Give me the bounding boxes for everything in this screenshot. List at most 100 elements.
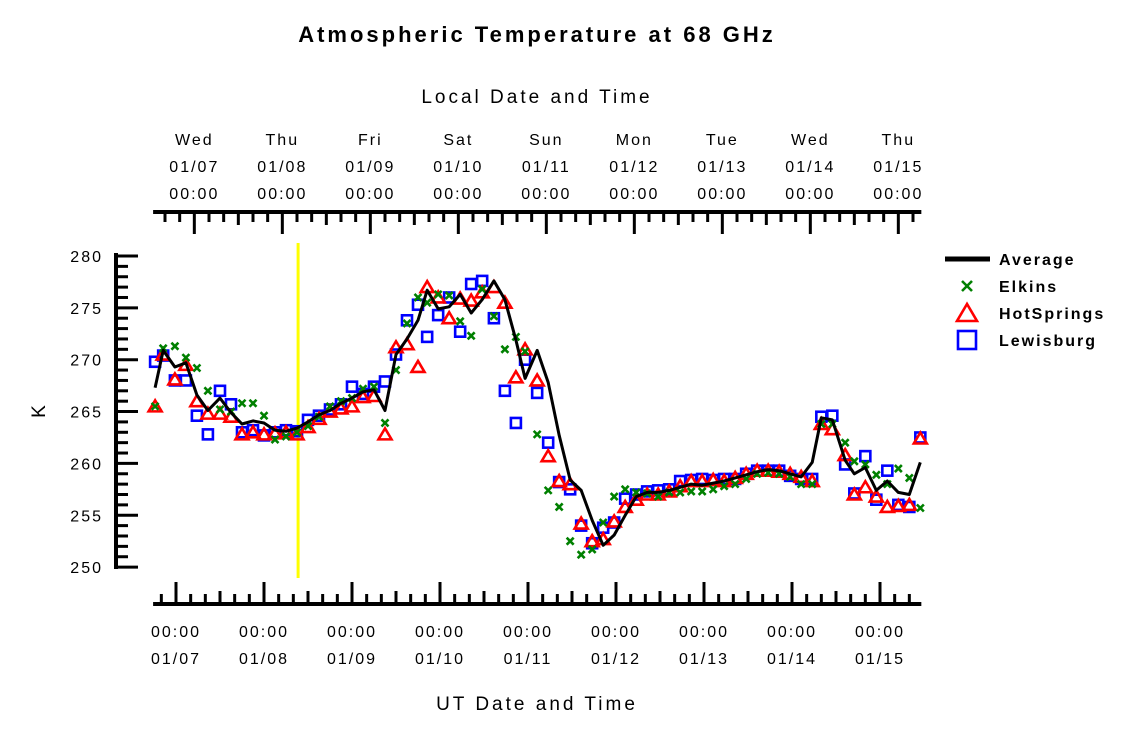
lewisburg-point <box>442 291 456 304</box>
x-stroke <box>466 331 476 341</box>
x-stroke <box>500 344 510 354</box>
elkins-point <box>455 316 465 326</box>
top-tick-time: 00:00 <box>697 186 747 203</box>
elkins-point <box>181 353 191 363</box>
top-tick-time: 00:00 <box>433 186 483 203</box>
x-stroke <box>303 421 313 431</box>
x-stroke <box>576 550 586 560</box>
top-tick-date: 01/15 <box>873 159 923 176</box>
x-tick-time: 00:00 <box>679 624 729 641</box>
x-stroke <box>653 492 663 502</box>
top-tick-date: 01/13 <box>697 159 747 176</box>
elkins-point <box>697 486 707 496</box>
x-tick-time: 00:00 <box>855 624 905 641</box>
hotsprings-point <box>845 485 864 501</box>
hotsprings-point <box>889 497 908 513</box>
x-stroke <box>554 502 564 512</box>
x-tick-date: 01/07 <box>151 651 201 668</box>
elkins-point <box>849 456 859 466</box>
legend-triangle-icon <box>954 301 980 323</box>
x-stroke <box>598 518 608 527</box>
x-stroke <box>893 464 903 474</box>
elkins-point <box>730 479 740 489</box>
top-tick-time: 00:00 <box>785 186 835 203</box>
elkins-point <box>150 401 160 411</box>
elkins-point <box>466 331 476 341</box>
hotsprings-point <box>146 397 164 413</box>
legend-label: Elkins <box>999 279 1058 296</box>
elkins-point <box>215 405 225 414</box>
x-stroke <box>741 474 751 484</box>
axes: 250 255 260 265 270 275 280 00:00 01/07 00:00 01/0… <box>70 132 923 668</box>
x-stroke <box>192 363 202 373</box>
hotsprings-point <box>528 371 546 387</box>
x-tick-date: 01/10 <box>415 651 465 668</box>
elkins-point <box>380 418 390 428</box>
plot-marks <box>146 243 930 578</box>
x-stroke <box>609 492 619 502</box>
legend-label: Lewisburg <box>999 333 1097 350</box>
elkins-point <box>500 344 510 354</box>
elkins-point <box>807 479 817 489</box>
x-stroke <box>730 479 740 489</box>
top-tick-day: Wed <box>791 132 830 149</box>
top-tick-day: Sun <box>529 132 563 149</box>
hotsprings-point <box>354 388 372 404</box>
elkins-point <box>587 545 597 554</box>
y-tick-label: 260 <box>70 456 103 473</box>
elkins-point <box>653 492 663 502</box>
hotsprings-point <box>299 418 317 434</box>
hotsprings-point <box>409 358 427 374</box>
elkins-point <box>281 432 291 441</box>
y-tick-label: 270 <box>70 353 103 370</box>
elkins-point <box>609 492 619 502</box>
lewisburg-point <box>213 384 227 398</box>
x-stroke <box>380 418 390 428</box>
x-stroke <box>158 343 168 353</box>
x-stroke <box>489 311 499 321</box>
top-tick-day: Tue <box>706 132 739 149</box>
lewisburg-point <box>345 380 359 393</box>
elkins-point <box>543 485 553 495</box>
top-tick-date: 01/11 <box>522 159 571 176</box>
elkins-point <box>203 386 213 396</box>
lewisburg-point <box>530 386 544 400</box>
x-stroke <box>259 411 269 421</box>
y-tick-label: 265 <box>70 405 103 422</box>
elkins-point <box>893 464 903 474</box>
elkins-point <box>477 284 487 294</box>
hotsprings-point <box>376 425 394 441</box>
x-stroke <box>170 341 180 351</box>
x-tick-time: 00:00 <box>767 624 817 641</box>
x-tick-time: 00:00 <box>151 624 201 641</box>
y-tick-label: 250 <box>70 560 103 577</box>
lewisburg-point <box>420 330 434 344</box>
x-stroke <box>270 435 280 444</box>
hotsprings-point <box>332 399 350 415</box>
x-stroke <box>215 405 225 414</box>
hotsprings-point <box>507 368 525 384</box>
top-tick-day: Fri <box>358 132 383 149</box>
x-stroke <box>248 398 258 408</box>
x-tick-date: 01/09 <box>327 651 377 668</box>
hotsprings-point <box>605 512 623 528</box>
x-stroke <box>915 503 925 513</box>
x-tick-time: 00:00 <box>503 624 553 641</box>
x-stroke <box>697 486 707 496</box>
x-axis-title: UT Date and Time <box>436 694 638 715</box>
hotsprings-point <box>878 498 897 514</box>
x-stroke <box>181 353 191 363</box>
y-tick-label: 255 <box>70 508 103 525</box>
x-tick-time: 00:00 <box>327 624 377 641</box>
hotsprings-point <box>440 309 458 325</box>
elkins-point <box>554 502 564 512</box>
x-tick-time: 00:00 <box>591 624 641 641</box>
legend-square-icon <box>956 329 978 351</box>
elkins-point <box>796 479 806 489</box>
hotsprings-point <box>233 425 251 441</box>
top-tick-date: 01/09 <box>345 159 395 176</box>
x-stroke <box>840 438 850 448</box>
legend: Average Elkins HotSprings Lewisburg <box>945 252 1103 351</box>
top-tick-day: Thu <box>266 132 300 149</box>
hotsprings-point <box>682 472 700 488</box>
